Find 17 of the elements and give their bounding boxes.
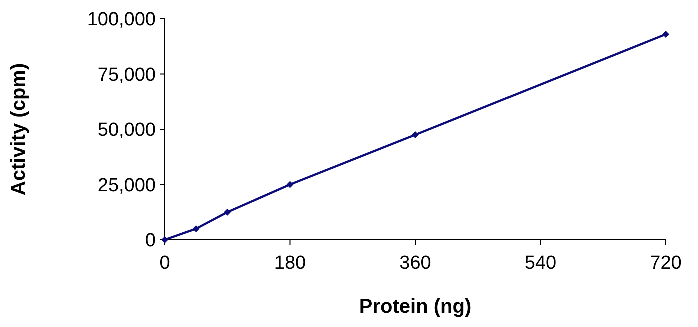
y-tick-label: 100,000 bbox=[87, 10, 156, 31]
y-tick-label: 25,000 bbox=[98, 175, 156, 196]
y-tick-label: 0 bbox=[145, 230, 156, 252]
point bbox=[192, 225, 200, 232]
x-tick-label: 360 bbox=[400, 253, 432, 274]
x-tick-label: 720 bbox=[650, 253, 682, 274]
x-tick-label: 540 bbox=[524, 253, 557, 274]
y-axis-title: Activity (cpm) bbox=[8, 63, 30, 196]
y-tick-label: 50,000 bbox=[98, 120, 156, 142]
x-tick-label: 0 bbox=[160, 253, 170, 274]
x-axis-title: Protein (ng) bbox=[359, 296, 472, 318]
point bbox=[412, 132, 419, 139]
point bbox=[286, 181, 294, 188]
x-tick-label: 180 bbox=[274, 253, 306, 274]
point bbox=[662, 30, 670, 38]
point bbox=[224, 208, 232, 216]
y-tick-label: 75,000 bbox=[98, 64, 156, 86]
